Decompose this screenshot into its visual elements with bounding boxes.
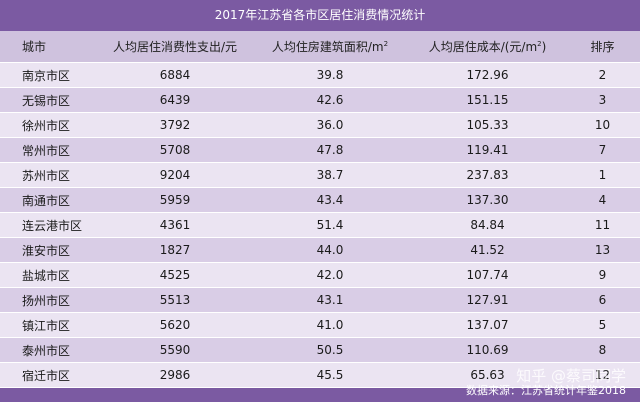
area-cell: 50.5 — [250, 337, 410, 363]
city-cell: 常州市区 — [0, 137, 100, 163]
table-title: 2017年江苏省各市区居住消费情况统计 — [0, 0, 640, 31]
city-cell: 南京市区 — [0, 62, 100, 88]
table-row: 泰州市区 5590 50.5 110.69 8 — [0, 337, 640, 363]
header-cost: 人均居住成本/(元/m2) — [410, 31, 565, 63]
city-cell: 苏州市区 — [0, 162, 100, 188]
cost-cell: 41.52 — [410, 237, 565, 263]
rank-cell: 9 — [565, 262, 640, 288]
spending-cell: 6884 — [100, 62, 250, 88]
spending-cell: 3792 — [100, 112, 250, 138]
city-cell: 南通市区 — [0, 187, 100, 213]
cost-cell: 107.74 — [410, 262, 565, 288]
rank-cell: 3 — [565, 87, 640, 113]
credit-block: 知乎 @蔡司同学 数据来源：江苏省统计年鉴2018 — [466, 367, 626, 398]
rank-cell: 13 — [565, 237, 640, 263]
table-row: 南京市区 6884 39.8 172.96 2 — [0, 62, 640, 88]
spending-cell: 1827 — [100, 237, 250, 263]
spending-cell: 6439 — [100, 87, 250, 113]
spending-cell: 5513 — [100, 287, 250, 313]
spending-cell: 2986 — [100, 362, 250, 388]
city-cell: 宿迁市区 — [0, 362, 100, 388]
spending-cell: 9204 — [100, 162, 250, 188]
cost-cell: 110.69 — [410, 337, 565, 363]
table-row: 连云港市区 4361 51.4 84.84 11 — [0, 212, 640, 238]
rank-cell: 4 — [565, 187, 640, 213]
cost-cell: 119.41 — [410, 137, 565, 163]
city-cell: 扬州市区 — [0, 287, 100, 313]
cost-cell: 172.96 — [410, 62, 565, 88]
city-cell: 淮安市区 — [0, 237, 100, 263]
header-cost-text: 人均居住成本/(元/m — [428, 40, 538, 54]
table-row: 盐城市区 4525 42.0 107.74 9 — [0, 262, 640, 288]
spending-cell: 5620 — [100, 312, 250, 338]
city-cell: 连云港市区 — [0, 212, 100, 238]
header-row: 城市 人均居住消费性支出/元 人均住房建筑面积/m2 人均居住成本/(元/m2)… — [0, 31, 640, 63]
cost-cell: 127.91 — [410, 287, 565, 313]
header-cost-tail: ) — [541, 40, 547, 54]
area-cell: 43.1 — [250, 287, 410, 313]
area-cell: 39.8 — [250, 62, 410, 88]
table-row: 宿迁市区 2986 45.5 65.63 12 — [0, 362, 640, 388]
watermark-text: 知乎 @蔡司同学 — [516, 367, 626, 385]
header-area-text: 人均住房建筑面积/m — [271, 40, 384, 54]
table-row: 扬州市区 5513 43.1 127.91 6 — [0, 287, 640, 313]
cost-cell: 151.15 — [410, 87, 565, 113]
spending-cell: 4361 — [100, 212, 250, 238]
area-cell: 47.8 — [250, 137, 410, 163]
area-cell: 41.0 — [250, 312, 410, 338]
area-cell: 42.0 — [250, 262, 410, 288]
data-source: 数据来源：江苏省统计年鉴2018 — [466, 384, 626, 397]
area-cell: 44.0 — [250, 237, 410, 263]
rank-cell: 8 — [565, 337, 640, 363]
cost-cell: 137.30 — [410, 187, 565, 213]
area-cell: 45.5 — [250, 362, 410, 388]
header-spending: 人均居住消费性支出/元 — [100, 31, 250, 63]
header-area: 人均住房建筑面积/m2 — [250, 31, 410, 63]
city-cell: 无锡市区 — [0, 87, 100, 113]
area-cell: 36.0 — [250, 112, 410, 138]
cost-cell: 65.63 — [410, 362, 565, 388]
table-row: 苏州市区 9204 38.7 237.83 1 — [0, 162, 640, 188]
table-row: 镇江市区 5620 41.0 137.07 5 — [0, 312, 640, 338]
cost-cell: 137.07 — [410, 312, 565, 338]
spending-cell: 5708 — [100, 137, 250, 163]
city-cell: 泰州市区 — [0, 337, 100, 363]
rank-cell: 5 — [565, 312, 640, 338]
table-row: 南通市区 5959 43.4 137.30 4 — [0, 187, 640, 213]
area-cell: 42.6 — [250, 87, 410, 113]
rank-cell: 7 — [565, 137, 640, 163]
cost-cell: 105.33 — [410, 112, 565, 138]
rank-cell: 10 — [565, 112, 640, 138]
table-row: 无锡市区 6439 42.6 151.15 3 — [0, 87, 640, 113]
area-cell: 51.4 — [250, 212, 410, 238]
header-cost-sup: 2 — [537, 40, 542, 48]
cost-cell: 237.83 — [410, 162, 565, 188]
table-row: 徐州市区 3792 36.0 105.33 10 — [0, 112, 640, 138]
city-cell: 徐州市区 — [0, 112, 100, 138]
header-rank: 排序 — [565, 31, 640, 63]
rank-cell: 1 — [565, 162, 640, 188]
spending-cell: 4525 — [100, 262, 250, 288]
consumption-table: 城市 人均居住消费性支出/元 人均住房建筑面积/m2 人均居住成本/(元/m2)… — [0, 31, 640, 388]
table-row: 淮安市区 1827 44.0 41.52 13 — [0, 237, 640, 263]
cost-cell: 84.84 — [410, 212, 565, 238]
table-row: 常州市区 5708 47.8 119.41 7 — [0, 137, 640, 163]
rank-cell: 11 — [565, 212, 640, 238]
rank-cell: 2 — [565, 62, 640, 88]
header-area-sup: 2 — [383, 40, 389, 48]
spending-cell: 5959 — [100, 187, 250, 213]
area-cell: 43.4 — [250, 187, 410, 213]
header-city: 城市 — [0, 31, 100, 63]
area-cell: 38.7 — [250, 162, 410, 188]
rank-cell: 6 — [565, 287, 640, 313]
rank-cell: 12 — [565, 362, 640, 388]
spending-cell: 5590 — [100, 337, 250, 363]
city-cell: 盐城市区 — [0, 262, 100, 288]
city-cell: 镇江市区 — [0, 312, 100, 338]
